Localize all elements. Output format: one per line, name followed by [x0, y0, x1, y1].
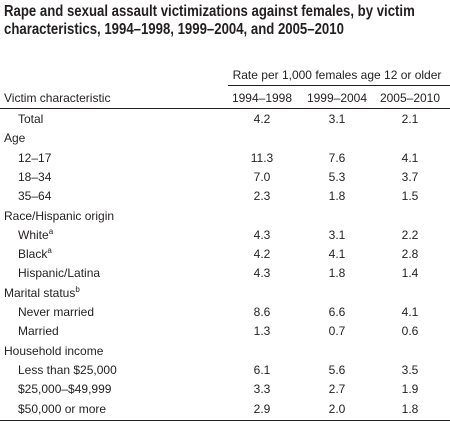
footnote-mark: a	[47, 246, 52, 256]
cell-value: 1.4	[401, 266, 419, 281]
cell-value: 7.0	[253, 169, 271, 184]
row-label: Never married	[18, 305, 94, 319]
row-label-text: Hispanic/Latina	[18, 266, 101, 281]
row-label: $50,000 or more	[18, 402, 106, 416]
cell-value: 1.5	[401, 189, 419, 204]
row-label: $25,000–$49,999	[18, 382, 111, 396]
cell-value: 3.5	[401, 362, 419, 377]
cell-value: 1.8	[401, 401, 419, 416]
cell-value: 8.6	[253, 305, 271, 319]
row-label-text: $25,000–$49,999	[18, 382, 112, 397]
row-label: Less than $25,000	[18, 363, 117, 377]
row-label: Blacka	[18, 246, 52, 262]
section-heading-text: Race/Hispanic origin	[4, 208, 115, 223]
column-header: 2005–2010	[379, 91, 441, 105]
cell-value: 2.2	[401, 227, 419, 242]
section-heading-text: Marital status	[4, 285, 76, 300]
row-label-text: 35–64	[18, 189, 52, 204]
cell-value: 4.1	[328, 247, 346, 262]
column-header: 1999–2004	[306, 91, 368, 105]
cell-value: 4.1	[401, 305, 419, 319]
row-label: 35–64	[18, 189, 51, 203]
cell-value: 5.3	[328, 169, 346, 184]
cell-value: 6.6	[328, 305, 346, 319]
cell-value: 3.1	[328, 227, 346, 242]
cell-value: 4.2	[253, 112, 271, 126]
cell-value: 2.0	[328, 401, 346, 416]
row-label-text: Total	[18, 112, 44, 126]
cell-value: 2.7	[328, 382, 346, 397]
cell-value: 0.6	[401, 324, 419, 339]
cell-value: 2.8	[401, 247, 419, 262]
row-label-text: $50,000 or more	[18, 401, 107, 416]
section-heading: Marital statusb	[4, 284, 80, 300]
cell-value: 3.1	[328, 112, 346, 126]
row-label-text: Less than $25,000	[18, 362, 117, 377]
cell-value: 4.2	[253, 247, 271, 262]
stub-header: Victim characteristic	[4, 91, 111, 105]
row-label-text: 12–17	[18, 150, 52, 165]
header-rule	[0, 108, 450, 109]
cell-value: 2.1	[401, 112, 419, 126]
row-label: 12–17	[18, 151, 51, 165]
cell-value: 2.9	[253, 401, 271, 416]
cell-value: 3.7	[401, 169, 419, 184]
spanner-rule	[228, 85, 450, 86]
cell-value: 1.8	[328, 189, 346, 204]
row-label: Hispanic/Latina	[18, 266, 100, 280]
section-heading: Race/Hispanic origin	[4, 209, 114, 223]
section-heading: Household income	[4, 344, 103, 358]
bottom-rule	[0, 420, 450, 421]
row-label: Whitea	[18, 226, 54, 242]
row-label-text: 18–34	[18, 169, 52, 184]
cell-value: 6.1	[253, 362, 271, 377]
cell-value: 7.6	[328, 150, 346, 165]
section-heading: Age	[4, 131, 25, 145]
cell-value: 1.8	[328, 266, 346, 281]
cell-value: 3.3	[253, 382, 271, 397]
row-label-text: White	[18, 227, 49, 242]
spanner-header: Rate per 1,000 females age 12 or older	[232, 68, 442, 82]
row-label-text: Married	[18, 324, 59, 339]
cell-value: 4.3	[253, 266, 271, 281]
row-label: Married	[18, 324, 59, 338]
column-header: 1994–1998	[231, 91, 293, 105]
cell-value: 1.9	[401, 382, 419, 397]
section-heading-text: Household income	[4, 343, 104, 358]
cell-value: 4.1	[401, 150, 419, 165]
cell-value: 2.3	[253, 189, 271, 204]
row-label: Total	[18, 112, 43, 126]
footnote-mark: b	[75, 284, 80, 294]
cell-value: 11.3	[250, 150, 274, 165]
footnote-mark: a	[48, 226, 54, 236]
row-label-text: Never married	[18, 305, 95, 319]
cell-value: 4.3	[253, 227, 271, 242]
cell-value: 0.7	[328, 324, 346, 339]
cell-value: 1.3	[253, 324, 271, 339]
table-title: Rape and sexual assault victimizations a…	[4, 3, 415, 38]
section-heading-text: Age	[4, 131, 26, 146]
row-label-text: Black	[18, 247, 48, 262]
row-label: 18–34	[18, 170, 51, 184]
cell-value: 5.6	[328, 362, 346, 377]
